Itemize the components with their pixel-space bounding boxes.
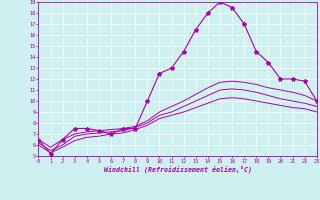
X-axis label: Windchill (Refroidissement éolien,°C): Windchill (Refroidissement éolien,°C) <box>104 165 252 173</box>
